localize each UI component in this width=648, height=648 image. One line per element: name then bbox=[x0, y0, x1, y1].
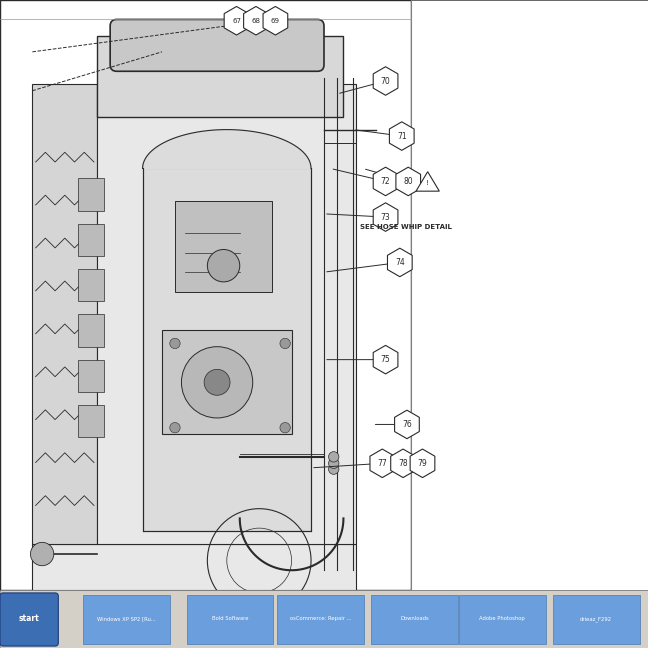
Polygon shape bbox=[391, 449, 415, 478]
Text: 77: 77 bbox=[377, 459, 388, 468]
FancyBboxPatch shape bbox=[277, 595, 364, 644]
FancyBboxPatch shape bbox=[371, 595, 458, 644]
Circle shape bbox=[170, 338, 180, 349]
Text: 79: 79 bbox=[417, 459, 428, 468]
Bar bbox=[175, 201, 272, 292]
Text: 78: 78 bbox=[399, 459, 408, 468]
Text: start: start bbox=[19, 614, 40, 623]
Text: 67: 67 bbox=[232, 17, 241, 24]
Polygon shape bbox=[370, 449, 395, 478]
Text: 68: 68 bbox=[251, 17, 260, 24]
Text: osCommerce: Repair ...: osCommerce: Repair ... bbox=[290, 616, 351, 621]
Polygon shape bbox=[373, 167, 398, 196]
Polygon shape bbox=[244, 6, 268, 35]
Circle shape bbox=[181, 347, 253, 418]
Polygon shape bbox=[410, 449, 435, 478]
Bar bbox=[78, 269, 104, 301]
Bar bbox=[162, 330, 292, 434]
Text: 70: 70 bbox=[380, 76, 391, 86]
Circle shape bbox=[280, 422, 290, 433]
Circle shape bbox=[30, 542, 54, 566]
Circle shape bbox=[280, 338, 290, 349]
Polygon shape bbox=[32, 544, 356, 590]
Bar bbox=[78, 405, 104, 437]
Circle shape bbox=[170, 422, 180, 433]
Polygon shape bbox=[373, 67, 398, 95]
Text: Downloads: Downloads bbox=[400, 616, 429, 621]
Polygon shape bbox=[263, 6, 288, 35]
Text: 75: 75 bbox=[380, 355, 391, 364]
FancyBboxPatch shape bbox=[0, 593, 58, 646]
Polygon shape bbox=[224, 6, 249, 35]
Text: 69: 69 bbox=[271, 17, 280, 24]
Text: 73: 73 bbox=[380, 213, 391, 222]
Polygon shape bbox=[396, 167, 421, 196]
Bar bbox=[78, 224, 104, 256]
Polygon shape bbox=[143, 130, 311, 168]
Polygon shape bbox=[389, 122, 414, 150]
Circle shape bbox=[329, 452, 339, 462]
Bar bbox=[78, 314, 104, 347]
Circle shape bbox=[329, 464, 339, 474]
Text: 74: 74 bbox=[395, 258, 405, 267]
Circle shape bbox=[207, 249, 240, 282]
Polygon shape bbox=[373, 203, 398, 231]
Polygon shape bbox=[373, 345, 398, 374]
Bar bbox=[78, 360, 104, 392]
Text: 80: 80 bbox=[404, 177, 413, 186]
FancyBboxPatch shape bbox=[459, 595, 546, 644]
FancyBboxPatch shape bbox=[83, 595, 170, 644]
Polygon shape bbox=[32, 84, 97, 544]
Text: drieaz_F292: drieaz_F292 bbox=[580, 616, 612, 621]
Circle shape bbox=[329, 458, 339, 469]
Text: Adobe Photoshop: Adobe Photoshop bbox=[480, 616, 525, 621]
Bar bbox=[0, 590, 648, 648]
Text: Bold Software: Bold Software bbox=[212, 616, 248, 621]
Bar bbox=[0, 0, 411, 590]
FancyBboxPatch shape bbox=[553, 595, 640, 644]
Polygon shape bbox=[97, 84, 356, 544]
Polygon shape bbox=[388, 248, 412, 277]
Text: SEE HOSE WHIP DETAIL: SEE HOSE WHIP DETAIL bbox=[360, 224, 452, 230]
Circle shape bbox=[204, 369, 230, 395]
Text: Windows XP SP2 [Ru...: Windows XP SP2 [Ru... bbox=[97, 616, 156, 621]
FancyBboxPatch shape bbox=[110, 19, 324, 71]
Bar bbox=[78, 178, 104, 211]
Polygon shape bbox=[97, 36, 343, 117]
Polygon shape bbox=[416, 172, 439, 191]
Text: 76: 76 bbox=[402, 420, 412, 429]
Bar bbox=[143, 168, 311, 531]
Polygon shape bbox=[395, 410, 419, 439]
Bar bbox=[411, 0, 648, 590]
Text: 72: 72 bbox=[381, 177, 390, 186]
Text: 71: 71 bbox=[397, 132, 406, 141]
Text: !: ! bbox=[426, 180, 429, 187]
FancyBboxPatch shape bbox=[187, 595, 273, 644]
